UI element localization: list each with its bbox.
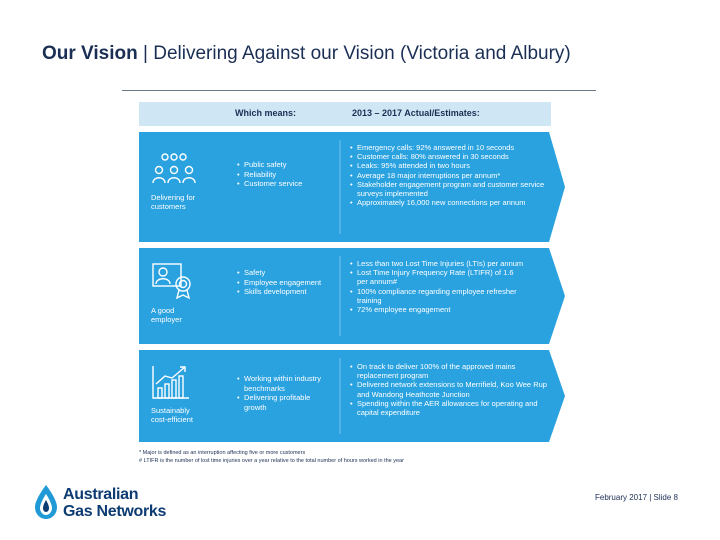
title-bold: Our Vision bbox=[42, 43, 138, 64]
title-separator: | bbox=[137, 43, 154, 64]
company-logo: Australian Gas Networks bbox=[33, 484, 173, 524]
list-item: Leaks: 95% attended in two hours bbox=[350, 161, 555, 170]
list-item: Customer calls: 80% answered in 30 secon… bbox=[350, 152, 555, 161]
list-item: Less than two Lost Time Injuries (LTIs) … bbox=[350, 259, 555, 268]
list-item: Reliability bbox=[237, 170, 302, 180]
list-item: 100% compliance regarding employee refre… bbox=[350, 287, 530, 305]
years-header: 2013 – 2017 Actual/Estimates: bbox=[352, 108, 480, 118]
panel-title-line1: A good bbox=[151, 306, 175, 315]
certificate-icon bbox=[151, 260, 197, 305]
title-rest: Delivering Against our Vision (Victoria … bbox=[153, 43, 571, 64]
footnote-ltifr: # LTIFR is the number of lost time injur… bbox=[139, 458, 404, 464]
panel-cost-efficient: Sustainably cost-efficient Working withi… bbox=[139, 350, 579, 442]
panel-title: Sustainably cost-efficient bbox=[151, 406, 193, 424]
list-item: Stakeholder engagement program and custo… bbox=[350, 180, 555, 198]
people-icon bbox=[151, 152, 197, 191]
list-item: Delivered network extensions to Merrifie… bbox=[350, 380, 550, 398]
list-item: Employee engagement bbox=[237, 278, 325, 288]
list-item: Average 18 major interruptions per annum… bbox=[350, 171, 555, 180]
actuals-list: Emergency calls: 92% answered in 10 seco… bbox=[350, 143, 555, 208]
panel-title-line2: cost-efficient bbox=[151, 415, 193, 424]
list-item: On track to deliver 100% of the approved… bbox=[350, 362, 550, 380]
gas-drop-icon bbox=[35, 485, 57, 519]
list-item: Lost Time Injury Frequency Rate (LTIFR) … bbox=[350, 268, 520, 286]
actuals-list: Less than two Lost Time Injuries (LTIs) … bbox=[350, 259, 555, 314]
panel-title: Delivering for customers bbox=[151, 193, 195, 211]
logo-wordmark: Australian Gas Networks bbox=[63, 486, 166, 520]
logo-line2: Gas Networks bbox=[63, 503, 167, 520]
panel-title-line2: customers bbox=[151, 202, 186, 211]
which-means-list: Safety Employee engagement Skills develo… bbox=[237, 268, 325, 297]
title-divider bbox=[122, 90, 596, 91]
which-means-header: Which means: bbox=[235, 108, 297, 118]
slide-title: Our Vision | Delivering Against our Visi… bbox=[42, 43, 571, 65]
list-item: Approximately 16,000 new connections per… bbox=[350, 198, 555, 207]
list-item: 72% employee engagement bbox=[350, 305, 555, 314]
panel-title-line1: Sustainably bbox=[151, 406, 190, 415]
list-item: Public safety bbox=[237, 160, 302, 170]
vision-graphic: Which means: 2013 – 2017 Actual/Estimate… bbox=[139, 102, 579, 468]
growth-chart-icon bbox=[151, 364, 191, 405]
logo-line1: Australian bbox=[63, 486, 139, 503]
slide-footer: February 2017 | Slide 8 bbox=[594, 493, 678, 502]
footnote-major: * Major is defined as an interruption af… bbox=[139, 450, 306, 456]
list-item: Skills development bbox=[237, 287, 325, 297]
list-item: Customer service bbox=[237, 179, 302, 189]
list-item: Safety bbox=[237, 268, 325, 278]
list-item: Emergency calls: 92% answered in 10 seco… bbox=[350, 143, 555, 152]
which-means-list: Public safety Reliability Customer servi… bbox=[237, 160, 302, 189]
list-item: Working within industry benchmarks bbox=[237, 374, 327, 393]
panel-title: A good employer bbox=[151, 306, 182, 324]
panel-employer: A good employer Safety Employee engageme… bbox=[139, 248, 579, 344]
panel-title-line1: Delivering for bbox=[151, 193, 196, 202]
which-means-list: Working within industry benchmarks Deliv… bbox=[237, 374, 327, 412]
header-band: Which means: 2013 – 2017 Actual/Estimate… bbox=[139, 102, 551, 126]
panel-customers: Delivering for customers Public safety R… bbox=[139, 132, 579, 242]
actuals-list: On track to deliver 100% of the approved… bbox=[350, 362, 550, 417]
list-item: Delivering profitable growth bbox=[237, 393, 327, 412]
panel-title-line2: employer bbox=[151, 315, 182, 324]
list-item: Spending within the AER allowances for o… bbox=[350, 399, 550, 417]
